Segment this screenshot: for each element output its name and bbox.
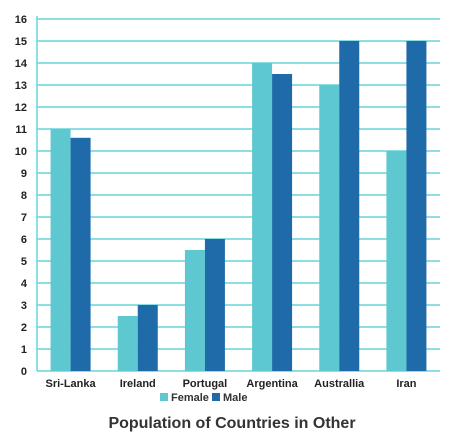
bar-female-portugal <box>184 250 205 371</box>
legend-swatch-male <box>212 393 220 401</box>
y-tick-label: 3 <box>21 300 27 312</box>
legend-label-male: Male <box>223 392 247 404</box>
y-tick-label: 7 <box>21 212 27 224</box>
x-axis: Sri-Lanka Ireland Portugal Argentina Austral… <box>46 378 417 390</box>
x-tick-label: Argentina <box>246 378 298 390</box>
y-tick-label: 10 <box>15 146 27 158</box>
y-tick-label: 4 <box>21 278 28 290</box>
x-tick-label: Portugal <box>183 378 228 390</box>
legend-swatch-female <box>160 393 168 401</box>
y-tick-label: 16 <box>15 14 27 26</box>
y-tick-label: 12 <box>15 102 27 114</box>
y-tick-label: 9 <box>21 168 27 180</box>
y-tick-label: 14 <box>15 58 28 70</box>
bar-female-iran <box>386 151 407 371</box>
bar-female-ireland <box>117 316 138 371</box>
bar-male-sri-lanka <box>70 137 91 371</box>
y-tick-label: 5 <box>21 256 27 268</box>
y-tick-label: 11 <box>15 124 27 136</box>
x-tick-label: Sri-Lanka <box>46 378 97 390</box>
y-tick-label: 6 <box>21 234 27 246</box>
bar-female-australlia <box>319 85 340 371</box>
y-tick-label: 15 <box>15 36 27 48</box>
bar-female-argentina <box>252 63 273 371</box>
chart-title: Population of Countries in Other <box>108 415 355 432</box>
bar-male-australlia <box>339 41 360 371</box>
bar-male-portugal <box>204 239 225 371</box>
bar-male-iran <box>406 41 427 371</box>
bar-male-ireland <box>137 305 158 371</box>
y-tick-label: 1 <box>21 344 27 356</box>
legend-label-female: Female <box>171 392 209 404</box>
gridlines <box>37 18 440 372</box>
x-tick-label: Ireland <box>120 378 156 390</box>
y-tick-label: 13 <box>15 80 27 92</box>
bar-female-sri-lanka <box>50 129 71 371</box>
y-tick-label: 2 <box>21 322 27 334</box>
bar-male-argentina <box>272 74 293 371</box>
x-tick-label: Iran <box>396 378 416 390</box>
legend: Female Male <box>160 392 247 404</box>
x-tick-label: Australlia <box>314 378 365 390</box>
y-tick-label: 0 <box>21 366 27 378</box>
bars <box>50 41 427 371</box>
y-tick-label: 8 <box>21 190 27 202</box>
